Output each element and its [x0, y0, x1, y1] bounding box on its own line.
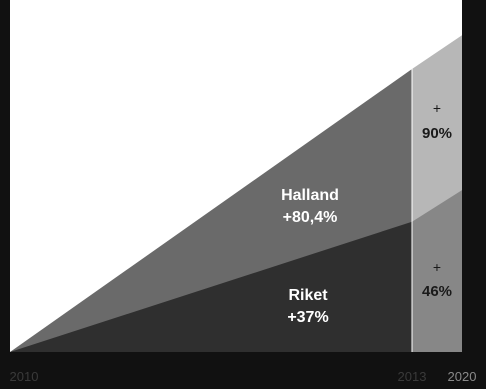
riket-label: Riket — [288, 287, 328, 304]
x-tick-label: 2013 — [398, 369, 427, 384]
x-tick-label: 2010 — [10, 369, 39, 384]
riket-value-label: +37% — [287, 309, 328, 326]
halland-ext-plus: + — [433, 100, 441, 116]
halland-label: Halland — [281, 187, 339, 204]
x-tick-label: 2020 — [448, 369, 477, 384]
riket-area — [10, 221, 412, 352]
riket-ext-value: 46% — [422, 283, 452, 300]
halland-ext-value: 90% — [422, 125, 452, 142]
halland-value-label: +80,4% — [283, 209, 338, 226]
riket-extension-area — [412, 190, 462, 352]
riket-ext-plus: + — [433, 259, 441, 275]
